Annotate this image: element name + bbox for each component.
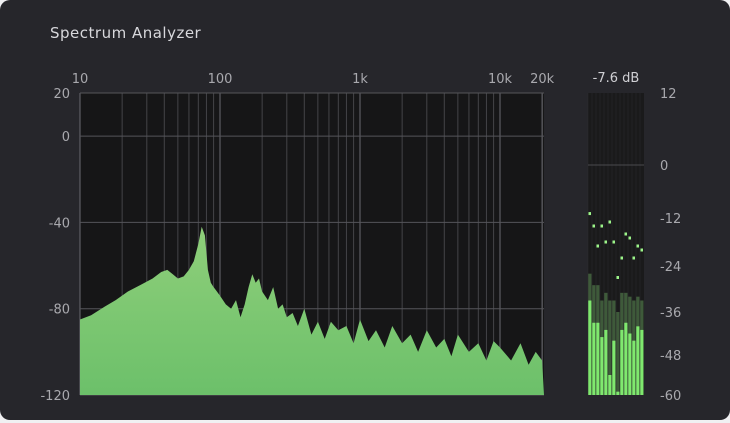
- meter-level-bar: [624, 322, 628, 395]
- meter-level-bar: [612, 340, 616, 395]
- meter-level-bar: [636, 326, 640, 395]
- meter-peak-marker: [592, 224, 595, 228]
- meter-level-bar: [632, 340, 636, 395]
- meter-peak-marker: [612, 240, 615, 244]
- level-meter: 12 0 -12 -24 -36 -48 -60: [587, 87, 681, 404]
- meter-peak-marker: [596, 244, 599, 248]
- x-tick-label: 10k: [488, 72, 513, 87]
- meter-level-bar: [628, 333, 632, 395]
- y-tick-label: -40: [49, 216, 70, 231]
- meter-level-bar: [640, 329, 644, 395]
- meter-level-bar: [620, 329, 624, 395]
- spectrum-ticks: 10 100 1k 10k 20k 20 0 -40 -80 -120: [40, 72, 554, 404]
- meter-peak-marker: [588, 212, 591, 216]
- y-tick-label: 0: [62, 130, 70, 145]
- meter-peak-marker: [608, 220, 611, 224]
- meter-peak-marker: [616, 276, 619, 279]
- x-tick-label: 100: [208, 72, 233, 87]
- meter-level-bar: [596, 322, 600, 395]
- meter-peak-marker: [636, 244, 639, 248]
- meter-tick-label: -48: [660, 349, 681, 364]
- x-tick-label: 1k: [352, 72, 368, 87]
- level-readout: -7.6 dB: [593, 71, 640, 86]
- meter-peak-marker: [628, 236, 631, 240]
- x-tick-label: 20k: [530, 72, 555, 87]
- y-tick-label: -120: [40, 389, 70, 404]
- meter-level-bar: [608, 375, 612, 395]
- meter-peak-marker: [600, 224, 603, 228]
- meter-tick-label: 0: [660, 159, 668, 174]
- meter-tick-label: 12: [660, 87, 677, 102]
- y-tick-label: -80: [49, 303, 70, 318]
- meter-peak-marker: [632, 256, 635, 260]
- meter-hold-bar: [608, 300, 612, 395]
- meter-peak-marker: [640, 248, 643, 252]
- meter-level-bar: [604, 329, 608, 395]
- meter-tick-label: -36: [660, 306, 681, 321]
- y-tick-label: 20: [53, 87, 70, 102]
- meter-level-bar: [600, 337, 604, 395]
- meter-level-bar: [616, 391, 620, 395]
- meter-tick-label: -60: [660, 389, 681, 404]
- meter-peak-marker: [620, 256, 623, 260]
- x-tick-label: 10: [72, 72, 89, 87]
- meter-level-bar: [588, 300, 592, 395]
- panel-title: Spectrum Analyzer: [50, 24, 202, 42]
- meter-level-bar: [592, 322, 596, 395]
- spectrum-area: [80, 226, 544, 395]
- meter-hold-bar: [616, 312, 620, 395]
- meter-peak-marker: [604, 240, 607, 244]
- meter-tick-label: -24: [660, 260, 681, 275]
- meter-peak-marker: [624, 232, 627, 236]
- meter-tick-label: -12: [660, 212, 681, 227]
